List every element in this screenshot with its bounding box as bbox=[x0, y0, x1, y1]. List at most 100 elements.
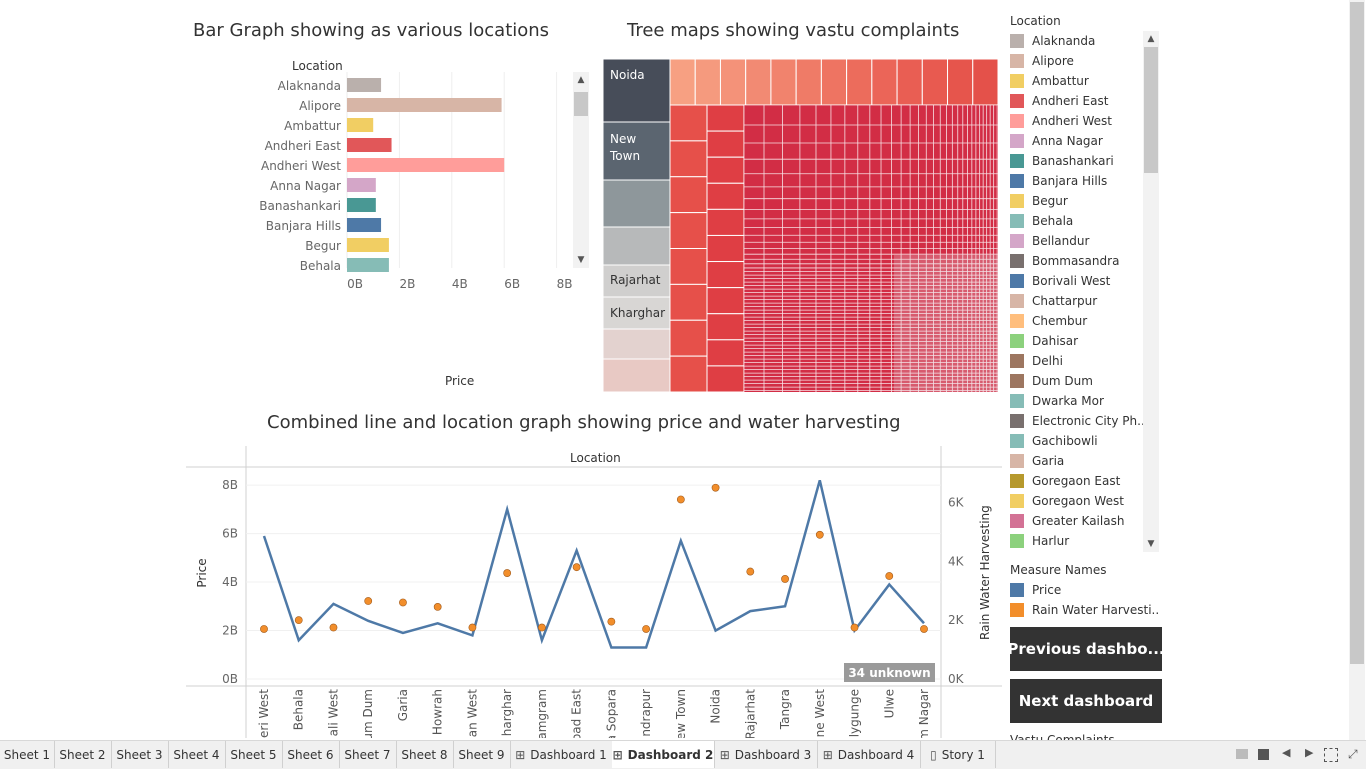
tab-sheet-6[interactable]: Sheet 6 bbox=[282, 741, 340, 768]
tab-sheet-2[interactable]: Sheet 2 bbox=[54, 741, 112, 768]
tab-sheet-8[interactable]: Sheet 8 bbox=[396, 741, 454, 768]
legend-item-label: Behala bbox=[1032, 214, 1074, 228]
legend-item[interactable]: Harlur bbox=[1010, 531, 1069, 551]
grid-view-icon[interactable] bbox=[1236, 749, 1248, 759]
next-dashboard-button[interactable]: Next dashboard bbox=[1010, 679, 1162, 723]
legend-item[interactable]: Begur bbox=[1010, 191, 1068, 211]
legend-item[interactable]: Goregaon East bbox=[1010, 471, 1120, 491]
legend-item-label: Goregaon West bbox=[1032, 494, 1124, 508]
bar-category-label: Banashankari bbox=[259, 199, 341, 213]
legend-scrollbar[interactable]: ▲ ▼ bbox=[1143, 31, 1159, 552]
bar-chart-x-label: Price bbox=[445, 374, 475, 388]
scroll-down-icon[interactable]: ▼ bbox=[1147, 539, 1155, 549]
legend-item-label: Harlur bbox=[1032, 534, 1070, 548]
legend-item[interactable]: Behala bbox=[1010, 211, 1073, 231]
legend-item-label: Delhi bbox=[1032, 354, 1063, 368]
x-tick-label: 4B bbox=[452, 277, 468, 291]
tab-dashboard-4[interactable]: ⊞ Dashboard 4 bbox=[817, 741, 921, 768]
legend-item[interactable]: Bellandur bbox=[1010, 231, 1089, 251]
tab-sheet-5[interactable]: Sheet 5 bbox=[225, 741, 283, 768]
tab-dashboard-1[interactable]: ⊞ Dashboard 1 bbox=[510, 741, 613, 768]
legend-item-label: Alaknanda bbox=[1032, 34, 1096, 48]
treemap-cell bbox=[871, 59, 898, 106]
tab-sheet-7[interactable]: Sheet 7 bbox=[339, 741, 397, 768]
legend-item[interactable]: Banjara Hills bbox=[1010, 171, 1107, 191]
treemap-cell bbox=[706, 339, 745, 367]
rain-water-point bbox=[711, 483, 720, 492]
legend-swatch bbox=[1010, 274, 1024, 288]
tab-label: Sheet 3 bbox=[116, 747, 163, 762]
fullscreen-icon[interactable]: ⤢ bbox=[1348, 747, 1358, 761]
fit-screen-icon[interactable] bbox=[1324, 748, 1338, 762]
scroll-up-icon[interactable]: ▲ bbox=[1147, 34, 1155, 44]
next-sheet-icon[interactable]: ▶ bbox=[1305, 746, 1314, 759]
first-sheet-icon[interactable]: ◀ bbox=[1282, 746, 1291, 759]
page-scrollbar[interactable] bbox=[1349, 0, 1365, 740]
scroll-thumb[interactable] bbox=[1144, 47, 1158, 173]
legend-swatch bbox=[1010, 54, 1024, 68]
legend-item[interactable]: Dahisar bbox=[1010, 331, 1078, 351]
tab-sheet-1[interactable]: Sheet 1 bbox=[0, 741, 55, 768]
legend-item[interactable]: Borivali West bbox=[1010, 271, 1110, 291]
bar-category-label: Alipore bbox=[299, 99, 341, 113]
legend-item[interactable]: Greater Kailash bbox=[1010, 511, 1124, 531]
tab-dashboard-3[interactable]: ⊞ Dashboard 3 bbox=[714, 741, 818, 768]
measure-legend-item[interactable]: Rain Water Harvesti.. bbox=[1010, 600, 1159, 620]
tab-sheet-3[interactable]: Sheet 3 bbox=[111, 741, 169, 768]
unknown-badge[interactable]: 34 unknown bbox=[844, 663, 935, 682]
legend-item[interactable]: Andheri East bbox=[1010, 91, 1108, 111]
treemap-cell bbox=[706, 365, 745, 392]
measure-legend-item[interactable]: Price bbox=[1010, 580, 1061, 600]
scroll-up-icon[interactable]: ▲ bbox=[577, 75, 585, 85]
category-label: Howrah bbox=[431, 689, 445, 735]
scroll-down-icon[interactable]: ▼ bbox=[577, 255, 585, 265]
price-line bbox=[262, 479, 925, 649]
category-label: ne West bbox=[813, 689, 827, 738]
legend-item[interactable]: Electronic City Ph.. bbox=[1010, 411, 1145, 431]
tab-sheet-9[interactable]: Sheet 9 bbox=[453, 741, 511, 768]
legend-item[interactable]: Garia bbox=[1010, 451, 1064, 471]
legend-item[interactable]: Chattarpur bbox=[1010, 291, 1097, 311]
legend-swatch bbox=[1010, 114, 1024, 128]
legend-item[interactable]: Ambattur bbox=[1010, 71, 1089, 91]
legend-swatch bbox=[1010, 194, 1024, 208]
legend-item-label: Anna Nagar bbox=[1032, 134, 1103, 148]
tab-dashboard-2[interactable]: ⊞ Dashboard 2 bbox=[612, 741, 715, 768]
bar-chart-title: Bar Graph showing as various locations bbox=[193, 20, 550, 41]
legend-item[interactable]: Bommasandra bbox=[1010, 251, 1119, 271]
treemap-cell bbox=[947, 59, 974, 106]
legend-item[interactable]: Anna Nagar bbox=[1010, 131, 1103, 151]
scroll-thumb[interactable] bbox=[574, 92, 588, 116]
legend-item[interactable]: Banashankari bbox=[1010, 151, 1114, 171]
tab-story-1[interactable]: ▯ Story 1 bbox=[920, 741, 996, 768]
legend-item[interactable]: Delhi bbox=[1010, 351, 1063, 371]
filmstrip-icon[interactable] bbox=[1258, 749, 1269, 760]
treemap-cell bbox=[896, 59, 923, 106]
scroll-thumb[interactable] bbox=[1350, 2, 1364, 664]
legend-item-label: Chattarpur bbox=[1032, 294, 1098, 308]
rain-water-point bbox=[746, 567, 755, 576]
legend-item[interactable]: Dum Dum bbox=[1010, 371, 1093, 391]
treemap-cell bbox=[669, 248, 708, 285]
legend-item[interactable]: Gachibowli bbox=[1010, 431, 1098, 451]
legend-item[interactable]: Goregaon West bbox=[1010, 491, 1124, 511]
bar bbox=[347, 198, 376, 212]
legend-item[interactable]: Andheri West bbox=[1010, 111, 1112, 131]
dashboard-icon: ⊞ bbox=[612, 747, 623, 762]
legend-item-label: Bommasandra bbox=[1032, 254, 1120, 268]
category-label: oad East bbox=[570, 689, 584, 738]
bar bbox=[347, 218, 382, 232]
previous-dashboard-button[interactable]: Previous dashbo... bbox=[1010, 627, 1162, 671]
legend-item[interactable]: Alaknanda bbox=[1010, 31, 1095, 51]
legend-item[interactable]: Chembur bbox=[1010, 311, 1087, 331]
legend-item[interactable]: Alipore bbox=[1010, 51, 1074, 71]
tab-label: Dashboard 4 bbox=[837, 747, 915, 762]
bar-chart-scrollbar[interactable]: ▲ ▼ bbox=[573, 72, 589, 268]
legend-item[interactable]: Dwarka Mor bbox=[1010, 391, 1104, 411]
treemap-lines bbox=[743, 104, 998, 392]
treemap[interactable] bbox=[603, 59, 998, 392]
legend-swatch bbox=[1010, 34, 1024, 48]
treemap-cell bbox=[603, 358, 671, 392]
treemap-cell bbox=[719, 59, 747, 106]
tab-sheet-4[interactable]: Sheet 4 bbox=[168, 741, 226, 768]
